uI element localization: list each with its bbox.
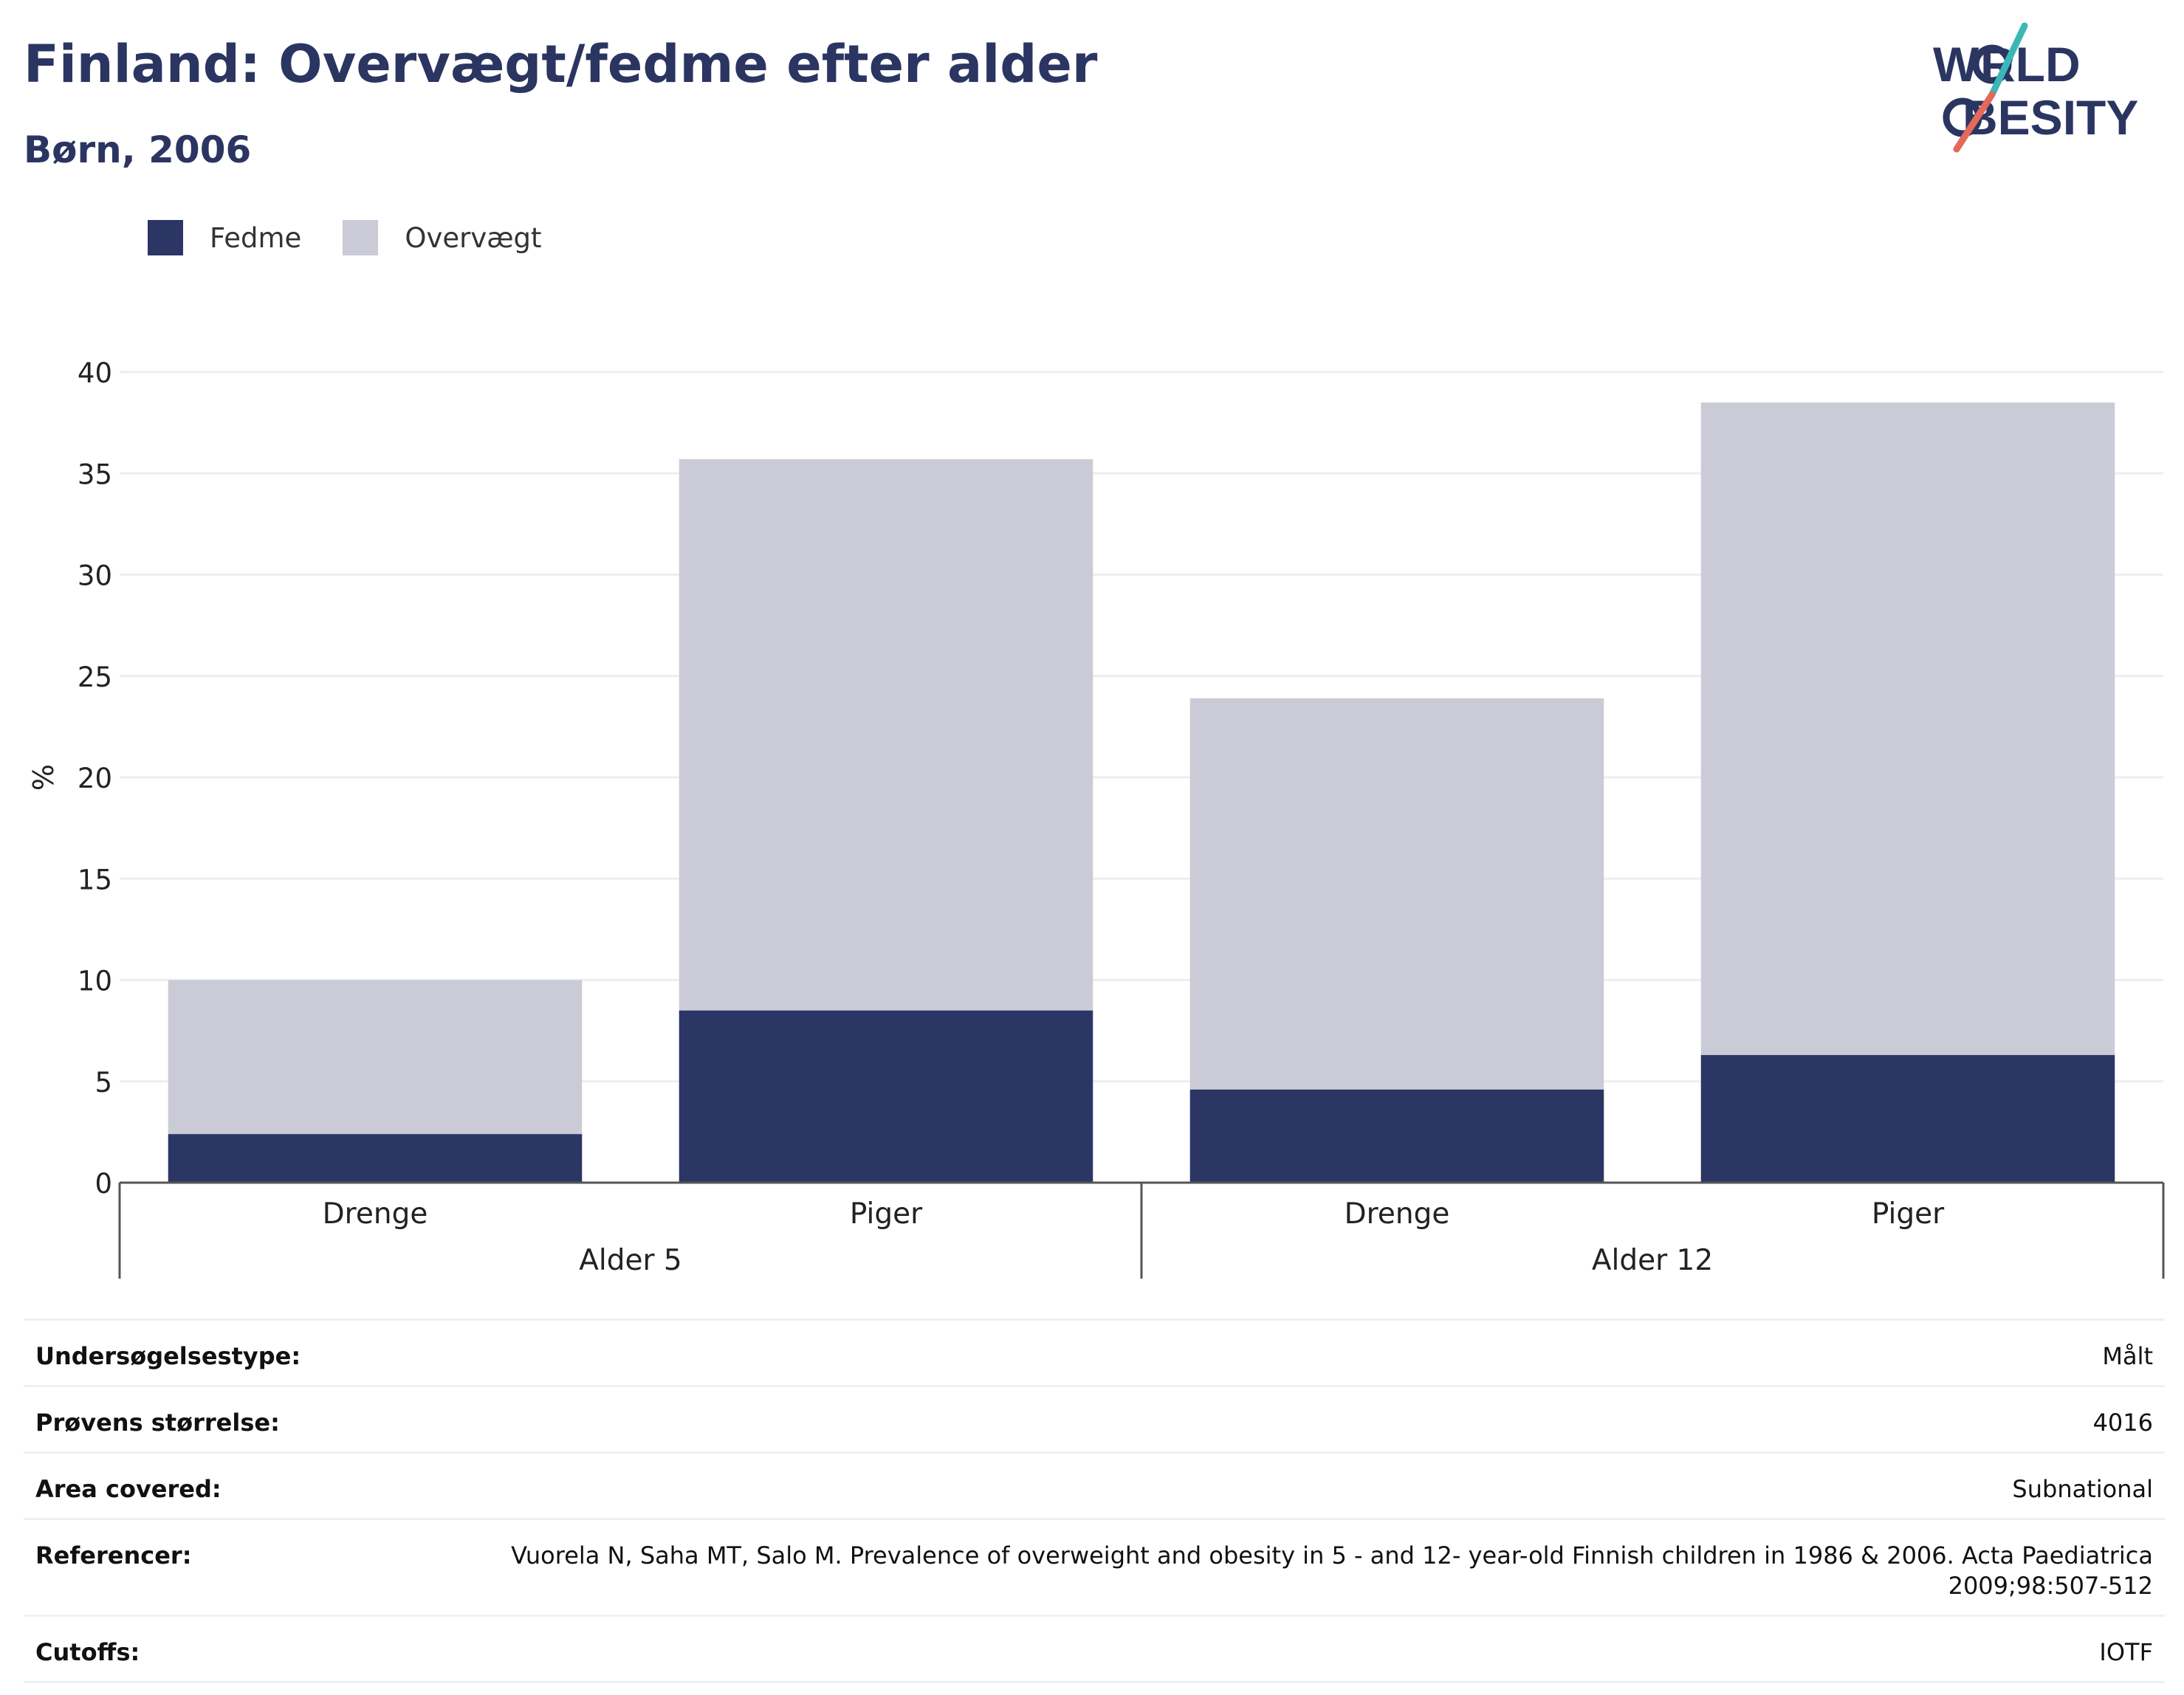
x-tick-label: Drenge	[323, 1197, 428, 1231]
stacked-bar-chart: 0 5 10 15 20 25 30 35 40% Drenge Piger Drenge Piger A…	[27, 357, 2165, 1279]
x-tick-label: Drenge	[1345, 1197, 1450, 1231]
info-row-references: Referencer: Vuorela N, Saha MT, Salo M. …	[24, 1518, 2165, 1615]
bar-fedme-3	[1700, 1055, 2115, 1183]
group-label: Alder 5	[579, 1244, 682, 1277]
y-tick-label: 0	[95, 1168, 112, 1200]
chart-subtitle: Børn, 2006	[24, 128, 252, 171]
legend-swatch-overvaegt	[343, 220, 379, 255]
y-axis-title: %	[27, 764, 60, 791]
bar-overvgt-1	[679, 459, 1093, 1011]
info-label: Prøvens størrelse:	[35, 1409, 280, 1437]
y-tick-label: 10	[78, 966, 112, 997]
bar-overvgt-3	[1700, 402, 2115, 1056]
info-row-survey-type: Undersøgelsestype: Målt	[24, 1318, 2165, 1385]
chart-title: Finland: Overvægt/fedme efter alder	[24, 34, 1098, 94]
group-label: Alder 12	[1592, 1244, 1713, 1277]
legend-item-fedme[interactable]: Fedme	[148, 220, 301, 255]
bar-overvgt-0	[168, 980, 583, 1135]
x-tick-label: Piger	[850, 1197, 923, 1231]
info-label: Undersøgelsestype:	[35, 1342, 301, 1370]
info-row-cutoffs: Cutoffs: IOTF	[24, 1615, 2165, 1683]
legend-label-fedme: Fedme	[210, 221, 302, 254]
info-label: Area covered:	[35, 1475, 222, 1503]
bar-fedme-1	[679, 1010, 1093, 1183]
y-tick-label: 35	[78, 458, 112, 490]
info-value: 4016	[2092, 1409, 2153, 1437]
y-tick-label: 5	[95, 1067, 112, 1099]
info-row-area-covered: Area covered: Subnational	[24, 1451, 2165, 1518]
info-value: Subnational	[2012, 1475, 2153, 1503]
bar-fedme-0	[168, 1134, 583, 1183]
y-tick-label: 30	[78, 560, 112, 592]
bar-fedme-2	[1189, 1089, 1604, 1183]
y-tick-label: 20	[78, 763, 112, 794]
info-value: Vuorela N, Saha MT, Salo M. Prevalence o…	[511, 1541, 2153, 1600]
info-label: Referencer:	[35, 1541, 192, 1569]
legend-item-overvaegt[interactable]: Overvægt	[343, 220, 542, 255]
y-tick-label: 25	[78, 661, 112, 693]
survey-info-table: Undersøgelsestype: Målt Prøvens størrels…	[24, 1318, 2165, 1683]
bar-overvgt-2	[1189, 698, 1604, 1090]
info-row-sample-size: Prøvens størrelse: 4016	[24, 1385, 2165, 1451]
svg-text:W: W	[1933, 37, 1979, 92]
world-obesity-logo: W RLD BESITY	[1933, 22, 2138, 153]
chart-legend: Fedme Overvægt	[148, 220, 583, 255]
y-tick-label: 15	[78, 864, 112, 895]
legend-label-overvaegt: Overvægt	[405, 221, 542, 254]
info-value: IOTF	[2099, 1638, 2153, 1666]
y-tick-label: 40	[78, 357, 112, 389]
info-label: Cutoffs:	[35, 1638, 140, 1666]
info-value: Målt	[2102, 1342, 2153, 1370]
x-tick-label: Piger	[1872, 1197, 1945, 1231]
legend-swatch-fedme	[148, 220, 183, 255]
